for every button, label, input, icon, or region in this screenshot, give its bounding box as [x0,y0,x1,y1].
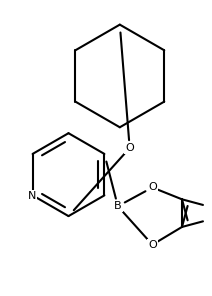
Text: O: O [148,182,157,192]
Text: B: B [114,201,122,211]
Text: O: O [125,143,134,153]
Text: N: N [27,191,36,201]
Text: O: O [148,240,157,250]
